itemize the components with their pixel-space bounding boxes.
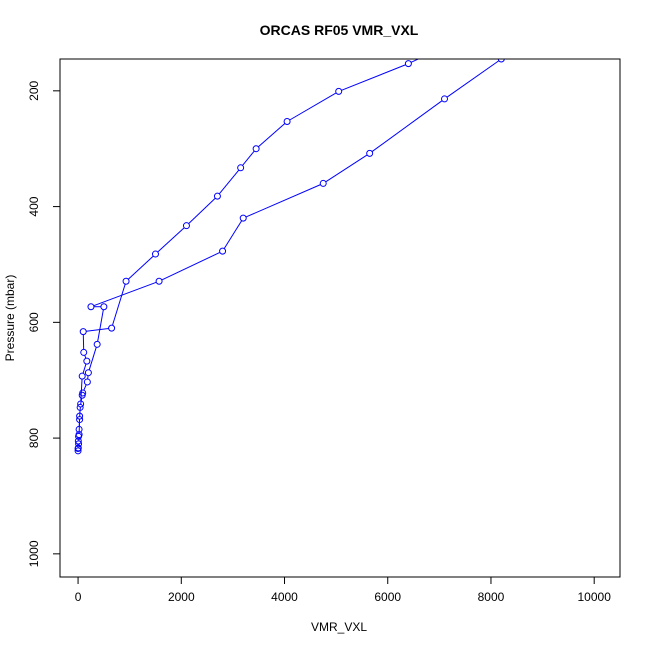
data-point: [83, 357, 91, 365]
data-point: [78, 391, 86, 399]
series-segment: [242, 150, 255, 166]
data-point: [84, 369, 92, 377]
data-point: [283, 118, 291, 126]
data-point: [93, 340, 101, 348]
data-point: [75, 431, 83, 439]
x-tick-label: 2000: [168, 590, 195, 604]
series-segment: [446, 60, 500, 98]
x-tick-label: 0: [75, 590, 82, 604]
data-point: [75, 440, 83, 448]
series-segment: [258, 123, 286, 148]
x-tick-label: 8000: [478, 590, 505, 604]
data-point: [151, 250, 159, 258]
data-point: [79, 328, 87, 336]
data-point: [335, 87, 343, 95]
series-segment: [161, 251, 221, 281]
data-point: [74, 444, 82, 452]
data-point: [77, 400, 85, 408]
data-point: [252, 145, 260, 153]
series-segment: [83, 384, 87, 391]
series-segment: [80, 379, 83, 401]
data-point: [100, 303, 108, 311]
data-point: [78, 372, 86, 380]
series-segment: [79, 406, 81, 414]
series-segment: [97, 309, 104, 342]
series-segment: [289, 92, 337, 121]
data-point: [122, 277, 130, 285]
series-segment: [93, 281, 157, 307]
series-segment: [245, 184, 321, 218]
data-point: [108, 324, 116, 332]
series-segment: [223, 220, 243, 249]
series-segment: [325, 154, 368, 183]
series-segment: [86, 327, 109, 332]
data-point: [87, 303, 95, 311]
data-point: [76, 412, 84, 420]
y-tick-label: 1000: [27, 540, 41, 567]
series-segment: [127, 255, 154, 280]
data-point: [74, 447, 82, 455]
chart-title: ORCAS RF05 VMR_VXL: [260, 22, 419, 38]
x-axis-label: VMR_VXL: [311, 620, 367, 634]
series-segment: [341, 64, 406, 91]
x-tick-label: 6000: [374, 590, 401, 604]
series-segment: [371, 100, 443, 152]
series-segment: [157, 227, 185, 253]
y-tick-label: 400: [27, 196, 41, 216]
axes: 0 2000 4000 6000 8000 10000 200 400 600 800 1000: [27, 81, 611, 604]
data-point: [155, 277, 163, 285]
data-point: [434, 47, 440, 53]
data-point: [182, 222, 190, 230]
data-point: [239, 214, 247, 222]
x-tick-label: 4000: [271, 590, 298, 604]
data-point: [80, 348, 88, 356]
data-point: [404, 60, 412, 68]
data-point: [319, 179, 327, 187]
plot-frame: [59, 58, 621, 578]
series-segment: [84, 355, 87, 359]
series-segment: [218, 169, 240, 195]
x-tick-label: 10000: [578, 590, 612, 604]
series-1: [74, 59, 505, 453]
data-point: [237, 164, 245, 172]
data-point: [497, 59, 505, 63]
y-tick-label: 600: [27, 312, 41, 332]
series-segment: [88, 347, 97, 370]
data-point: [213, 192, 221, 200]
y-axis-label: Pressure (mbar): [3, 275, 17, 362]
series-segment: [112, 283, 126, 326]
data-point: [219, 247, 227, 255]
y-tick-label: 800: [27, 428, 41, 448]
series-segment: [410, 59, 420, 63]
data-point: [441, 95, 449, 103]
data-point: [366, 149, 374, 157]
y-tick-label: 200: [27, 81, 41, 101]
data-point: [83, 378, 91, 386]
series-segment: [188, 197, 216, 224]
series-layer: [74, 47, 505, 455]
series-2: [74, 47, 440, 455]
series-segment: [82, 363, 87, 374]
